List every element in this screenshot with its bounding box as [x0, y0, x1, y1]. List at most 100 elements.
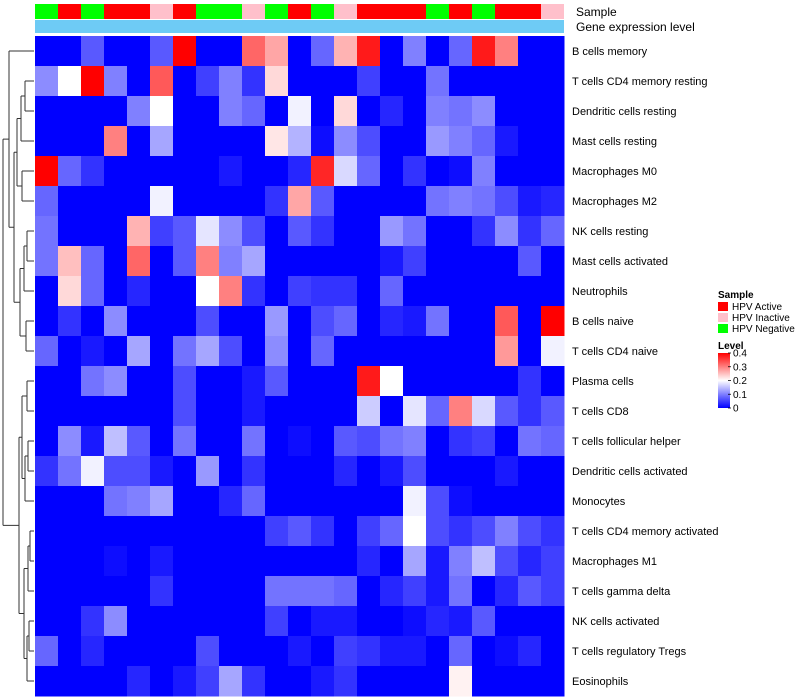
heatmap-cell [265, 456, 289, 487]
heatmap-cell [288, 606, 312, 637]
heatmap-cell [196, 576, 220, 607]
heatmap-cell [426, 666, 450, 697]
sample-cell [541, 4, 564, 19]
heatmap-cell [449, 576, 473, 607]
heatmap-cell [380, 486, 404, 517]
heatmap-cell [403, 456, 427, 487]
heatmap-cell [495, 66, 519, 97]
sample-cell [196, 4, 219, 19]
heatmap-cell [127, 636, 151, 667]
row-labels: B cells memory T cells CD4 memory resting… [572, 46, 719, 688]
heatmap-cell [472, 96, 496, 127]
heatmap-cell [196, 486, 220, 517]
heatmap-cell [426, 216, 450, 247]
heatmap-cell [449, 606, 473, 637]
heatmap-cell [403, 36, 427, 67]
sample-cell [403, 4, 426, 19]
heatmap-cell [311, 606, 335, 637]
heatmap-cell [426, 546, 450, 577]
heatmap-cell [219, 546, 243, 577]
heatmap-cell [449, 546, 473, 577]
heatmap-cell [380, 366, 404, 397]
heatmap-cell [518, 66, 542, 97]
heatmap-cell [35, 306, 59, 337]
heatmap-cell [265, 336, 289, 367]
heatmap-cell [311, 576, 335, 607]
heatmap-cell [173, 306, 197, 337]
heatmap-cell [81, 306, 105, 337]
heatmap-cell [58, 606, 82, 637]
heatmap-cell [311, 456, 335, 487]
heatmap-cell [127, 666, 151, 697]
heatmap-cell [265, 96, 289, 127]
heatmap-cell [35, 366, 59, 397]
heatmap-cell [472, 486, 496, 517]
sample-cell [334, 4, 357, 19]
heatmap-cell [127, 36, 151, 67]
heatmap-cell [58, 636, 82, 667]
heatmap-cell [380, 276, 404, 307]
heatmap-cell [81, 276, 105, 307]
heatmap-cell [265, 666, 289, 697]
heatmap-cell [495, 156, 519, 187]
heatmap-cell [311, 336, 335, 367]
sample-cell [150, 4, 173, 19]
heatmap-cell [495, 276, 519, 307]
heatmap-cell [311, 516, 335, 547]
heatmap-cell [541, 486, 565, 517]
sample-cell [35, 4, 58, 19]
row-label: Dendritic cells resting [572, 106, 677, 118]
heatmap-cell [150, 36, 174, 67]
heatmap-cell [380, 96, 404, 127]
heatmap-cell [242, 666, 266, 697]
heatmap-cell [495, 426, 519, 457]
heatmap-cell [541, 186, 565, 217]
heatmap-cell [334, 516, 358, 547]
heatmap-cell [380, 36, 404, 67]
heatmap-cell [334, 306, 358, 337]
heatmap-cell [58, 126, 82, 157]
heatmap-cell [265, 126, 289, 157]
heatmap-cell [196, 96, 220, 127]
heatmap-cell [518, 486, 542, 517]
row-label: Macrophages M0 [572, 166, 657, 178]
heatmap-cell [219, 366, 243, 397]
legend-swatch [718, 324, 728, 333]
heatmap-cell [81, 186, 105, 217]
heatmap-cell [288, 336, 312, 367]
heatmap-cell [196, 396, 220, 427]
heatmap-cell [449, 186, 473, 217]
heatmap-cell [35, 576, 59, 607]
heatmap-cell [449, 306, 473, 337]
heatmap-cell [541, 216, 565, 247]
heatmap-cell [403, 306, 427, 337]
heatmap-cell [173, 576, 197, 607]
heatmap-cell [495, 516, 519, 547]
heatmap-cell [449, 426, 473, 457]
heatmap-cell [127, 366, 151, 397]
heatmap-cell [288, 546, 312, 577]
heatmap-cell [357, 636, 381, 667]
heatmap-cell [449, 666, 473, 697]
heatmap-cell [127, 246, 151, 277]
heatmap-cell [311, 96, 335, 127]
heatmap-cell [334, 576, 358, 607]
heatmap-cell [242, 126, 266, 157]
expression-level-bar [35, 20, 564, 33]
heatmap-cell [426, 66, 450, 97]
heatmap-cell [127, 156, 151, 187]
heatmap-cell [58, 366, 82, 397]
heatmap-cell [81, 606, 105, 637]
row-label: T cells gamma delta [572, 586, 671, 598]
heatmap-cell [173, 456, 197, 487]
heatmap-cell [58, 306, 82, 337]
sample-cell [242, 4, 265, 19]
heatmap-cell [495, 36, 519, 67]
heatmap-cell [449, 486, 473, 517]
heatmap-cell [311, 426, 335, 457]
heatmap-cell [380, 576, 404, 607]
row-label: B cells naive [572, 316, 634, 328]
heatmap-cell [35, 336, 59, 367]
heatmap-cell [449, 456, 473, 487]
heatmap-cell [242, 246, 266, 277]
